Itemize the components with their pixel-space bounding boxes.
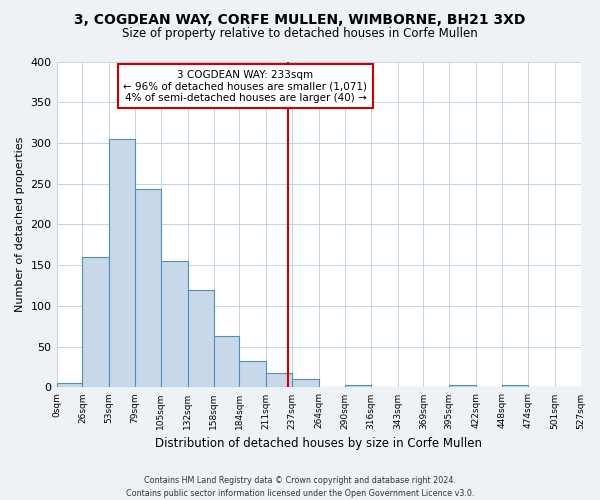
Bar xyxy=(449,385,476,388)
X-axis label: Distribution of detached houses by size in Corfe Mullen: Distribution of detached houses by size … xyxy=(155,437,482,450)
Bar xyxy=(214,336,239,388)
Bar xyxy=(135,190,161,388)
Bar xyxy=(161,261,188,388)
Text: 3 COGDEAN WAY: 233sqm
← 96% of detached houses are smaller (1,071)
4% of semi-de: 3 COGDEAN WAY: 233sqm ← 96% of detached … xyxy=(124,70,367,103)
Bar xyxy=(266,373,292,388)
Bar xyxy=(56,384,82,388)
Bar xyxy=(292,380,319,388)
Bar xyxy=(82,257,109,388)
Text: Contains HM Land Registry data © Crown copyright and database right 2024.
Contai: Contains HM Land Registry data © Crown c… xyxy=(126,476,474,498)
Bar xyxy=(239,360,266,388)
Bar xyxy=(502,385,528,388)
Y-axis label: Number of detached properties: Number of detached properties xyxy=(15,137,25,312)
Bar xyxy=(109,139,135,388)
Text: Size of property relative to detached houses in Corfe Mullen: Size of property relative to detached ho… xyxy=(122,28,478,40)
Bar xyxy=(345,385,371,388)
Bar xyxy=(188,290,214,388)
Text: 3, COGDEAN WAY, CORFE MULLEN, WIMBORNE, BH21 3XD: 3, COGDEAN WAY, CORFE MULLEN, WIMBORNE, … xyxy=(74,12,526,26)
